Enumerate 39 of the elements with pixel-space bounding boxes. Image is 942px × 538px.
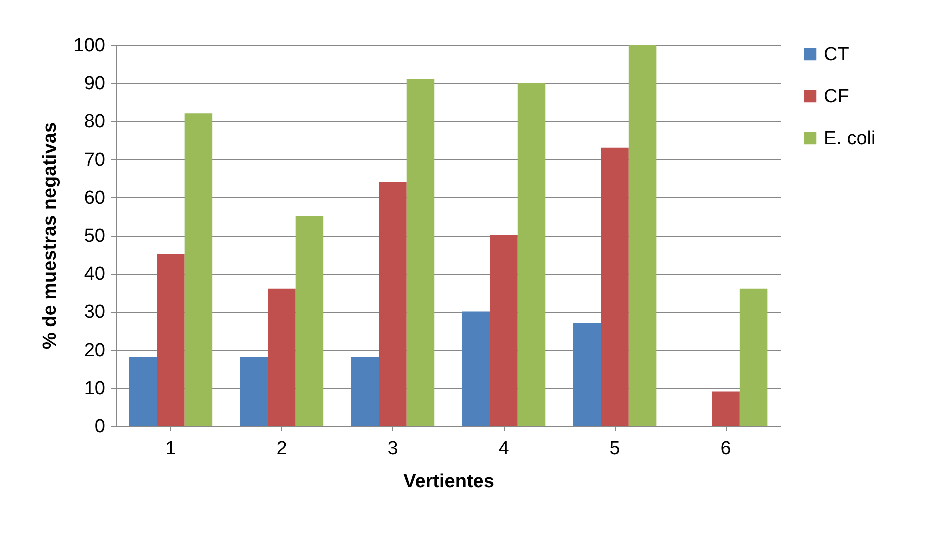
- y-tick-label: 20: [84, 340, 106, 362]
- bar: [518, 83, 546, 426]
- y-tick-label: 60: [84, 188, 106, 209]
- y-axis-title: % de muestras negativas: [40, 122, 61, 350]
- bar: [184, 114, 213, 426]
- x-tick-label: 6: [720, 438, 732, 460]
- x-tick-label: 2: [276, 438, 288, 460]
- y-tick-label: 40: [84, 264, 106, 286]
- legend-label: CF: [824, 86, 850, 108]
- y-tick-label: 80: [84, 112, 106, 133]
- x-tick-label: 4: [498, 438, 510, 460]
- x-tick-label: 1: [166, 438, 176, 460]
- bar: [740, 288, 768, 426]
- y-tick-label: 0: [94, 416, 106, 438]
- bar: [296, 216, 324, 426]
- y-tick-label: 70: [84, 150, 106, 171]
- bar: [628, 45, 657, 426]
- x-axis-title: Vertientes: [404, 472, 494, 492]
- legend-label: E. coli: [824, 128, 876, 150]
- bar: [712, 392, 740, 426]
- bar: [462, 312, 490, 426]
- y-tick-label: 90: [84, 74, 106, 95]
- y-tick-label: 10: [84, 378, 106, 400]
- x-tick-label: 5: [610, 438, 620, 460]
- bar: [240, 357, 268, 426]
- bar: [379, 182, 407, 426]
- bar: [490, 236, 518, 426]
- bar: [351, 357, 380, 426]
- bar: [129, 357, 158, 426]
- y-tick-label: 30: [84, 302, 106, 324]
- bar: [573, 323, 602, 426]
- bar: [406, 79, 435, 426]
- y-tick-label: 50: [84, 226, 106, 247]
- x-tick-label: 3: [388, 438, 398, 460]
- bar: [268, 288, 296, 426]
- legend-label: CT: [824, 44, 850, 66]
- bar: [601, 148, 629, 426]
- bar: [157, 254, 185, 426]
- y-tick-label: 100: [74, 36, 106, 56]
